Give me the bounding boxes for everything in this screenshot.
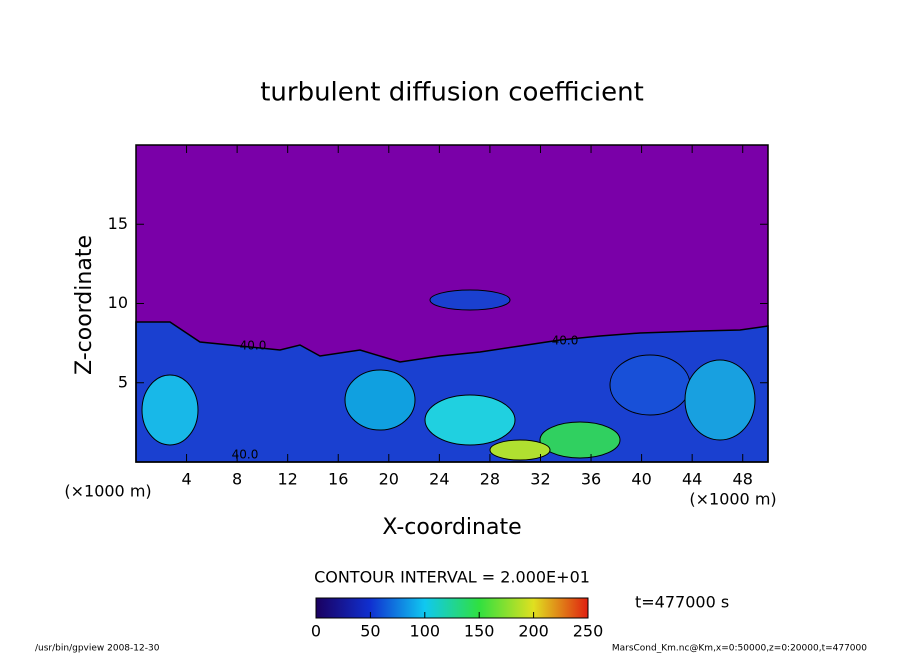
contour-label: 40.0 bbox=[240, 339, 267, 353]
x-tick-label: 20 bbox=[379, 470, 399, 489]
colorbar bbox=[315, 597, 589, 619]
x-tick-label: 4 bbox=[181, 470, 191, 489]
contour-label: 40.0 bbox=[232, 448, 259, 462]
colorbar-tick-label: 250 bbox=[573, 622, 604, 641]
contour-interval: CONTOUR INTERVAL = 2.000E+01 bbox=[314, 568, 590, 587]
y-tick-label: 10 bbox=[108, 293, 128, 312]
y-tick-label: 5 bbox=[118, 372, 128, 391]
x-tick-label: 16 bbox=[328, 470, 348, 489]
y-unit: (×1000 m) bbox=[64, 482, 151, 501]
field-blob bbox=[684, 359, 756, 441]
field-blob bbox=[539, 421, 621, 459]
field-blob bbox=[429, 289, 511, 311]
field-region bbox=[135, 321, 769, 463]
x-axis-label: X-coordinate bbox=[382, 515, 521, 540]
x-unit: (×1000 m) bbox=[689, 490, 776, 509]
colorbar-tick-label: 150 bbox=[464, 622, 495, 641]
field bbox=[135, 145, 769, 463]
x-tick-label: 48 bbox=[733, 470, 753, 489]
x-tick-label: 28 bbox=[480, 470, 500, 489]
y-tick-label: 15 bbox=[108, 214, 128, 233]
x-tick-label: 24 bbox=[429, 470, 449, 489]
chart-title: turbulent diffusion coefficient bbox=[260, 78, 644, 108]
field-blob bbox=[141, 374, 199, 446]
colorbar-tick-label: 0 bbox=[311, 622, 321, 641]
contour-label: 40.0 bbox=[552, 334, 579, 348]
field-blob bbox=[489, 439, 551, 461]
y-axis-label: Z-coordinate bbox=[72, 235, 97, 375]
colorbar-tick-label: 200 bbox=[518, 622, 549, 641]
x-tick-label: 12 bbox=[278, 470, 298, 489]
field-blob bbox=[344, 369, 416, 431]
time-label: t=477000 s bbox=[635, 593, 729, 612]
x-tick-label: 36 bbox=[581, 470, 601, 489]
colorbar-tick-label: 50 bbox=[360, 622, 380, 641]
footer-left: /usr/bin/gpview 2008-12-30 bbox=[35, 644, 160, 654]
colorbar-tick-label: 100 bbox=[410, 622, 441, 641]
footer-right: MarsCond_Km.nc@Km,x=0:50000,z=0:20000,t=… bbox=[612, 644, 867, 654]
x-tick-label: 44 bbox=[682, 470, 702, 489]
field-blob bbox=[424, 394, 516, 446]
x-tick-label: 40 bbox=[631, 470, 651, 489]
field-blob bbox=[609, 354, 691, 416]
x-tick-label: 8 bbox=[232, 470, 242, 489]
x-tick-label: 32 bbox=[530, 470, 550, 489]
